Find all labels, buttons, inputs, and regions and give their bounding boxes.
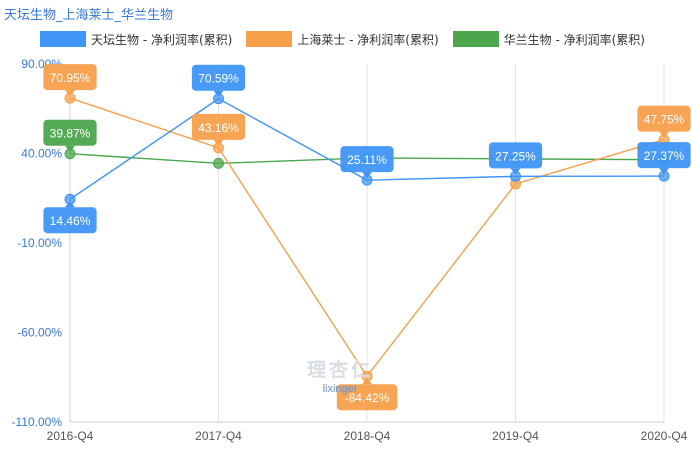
- data-label-box: [336, 384, 398, 411]
- data-label-text: 70.59%: [198, 72, 239, 86]
- data-label-pointer: [213, 90, 224, 97]
- data-label-box: [43, 64, 97, 91]
- data-label-box: [191, 113, 246, 140]
- data-label: -84.42%: [336, 378, 398, 411]
- data-label-text: 25.11%: [347, 153, 387, 167]
- data-label-pointer: [65, 145, 75, 152]
- legend: 天坛生物 - 净利润率(累积) 上海莱士 - 净利润率(累积) 华兰生物 - 净…: [40, 29, 659, 49]
- data-label-pointer: [510, 168, 521, 175]
- data-label-text: 14.46%: [50, 214, 91, 228]
- data-label: 25.11%: [340, 146, 394, 179]
- data-label-box: [43, 207, 97, 234]
- data-label: 27.25%: [488, 142, 543, 175]
- chart-title: 天坛生物_上海莱士_华兰生物: [4, 8, 174, 23]
- legend-item-tiantan[interactable]: 天坛生物 - 净利润率(累积): [40, 31, 232, 48]
- legend-label-tiantan: 天坛生物 - 净利润率(累积): [91, 32, 233, 47]
- data-label-text: 47.75%: [644, 113, 685, 127]
- data-label-text: 39.87%: [50, 127, 91, 141]
- y-tick-label: -110.00%: [12, 415, 63, 429]
- x-tick-label: 2017-Q4: [195, 429, 242, 443]
- data-label-pointer: [362, 172, 372, 179]
- legend-item-hualan[interactable]: 华兰生物 - 净利润率(累积): [452, 31, 645, 48]
- legend-label-shanghai-raas: 上海莱士 - 净利润率(累积): [297, 32, 439, 47]
- data-label-pointer: [65, 90, 75, 97]
- data-label-box: [191, 64, 246, 91]
- data-label: 39.87%: [43, 119, 97, 152]
- data-label: 43.16%: [191, 113, 246, 146]
- data-label: 70.95%: [43, 64, 97, 97]
- legend-swatch-tiantan: [40, 31, 86, 47]
- x-tick-label: 2018-Q4: [344, 429, 391, 443]
- legend-item-shanghai-raas[interactable]: 上海莱士 - 净利润率(累积): [246, 31, 439, 48]
- data-label-text: -84.42%: [345, 391, 390, 405]
- data-label-pointer: [659, 131, 669, 138]
- legend-swatch-shanghai-raas: [246, 31, 293, 47]
- data-label-text: 43.16%: [198, 121, 239, 135]
- data-label-box: [637, 105, 691, 132]
- legend-swatch-hualan: [452, 31, 499, 47]
- data-label-pointer: [213, 139, 224, 146]
- data-label-pointer: [659, 168, 669, 175]
- y-tick-label: -60.00%: [17, 326, 62, 340]
- data-label: 14.46%: [43, 201, 97, 234]
- data-label-box: [340, 146, 394, 173]
- data-label-text: 27.37%: [644, 149, 685, 163]
- data-label: 70.59%: [191, 64, 246, 97]
- data-label: 47.75%: [637, 105, 691, 138]
- data-label-pointer: [65, 201, 75, 208]
- data-label-text: 70.95%: [50, 71, 91, 85]
- x-tick-label: 2019-Q4: [492, 429, 539, 443]
- data-label-box: [43, 119, 97, 146]
- x-tick-label: 2016-Q4: [47, 429, 94, 443]
- legend-label-hualan: 华兰生物 - 净利润率(累积): [503, 32, 645, 47]
- x-tick-label: 2020-Q4: [641, 429, 688, 443]
- y-tick-label: 40.00%: [21, 147, 62, 161]
- data-label: 27.37%: [637, 142, 691, 175]
- data-label-box: [637, 142, 691, 169]
- data-label-text: 27.25%: [495, 149, 536, 163]
- data-label-box: [488, 142, 543, 169]
- y-tick-label: -10.00%: [17, 236, 62, 250]
- data-label-pointer: [362, 378, 372, 385]
- data-point: [213, 157, 224, 169]
